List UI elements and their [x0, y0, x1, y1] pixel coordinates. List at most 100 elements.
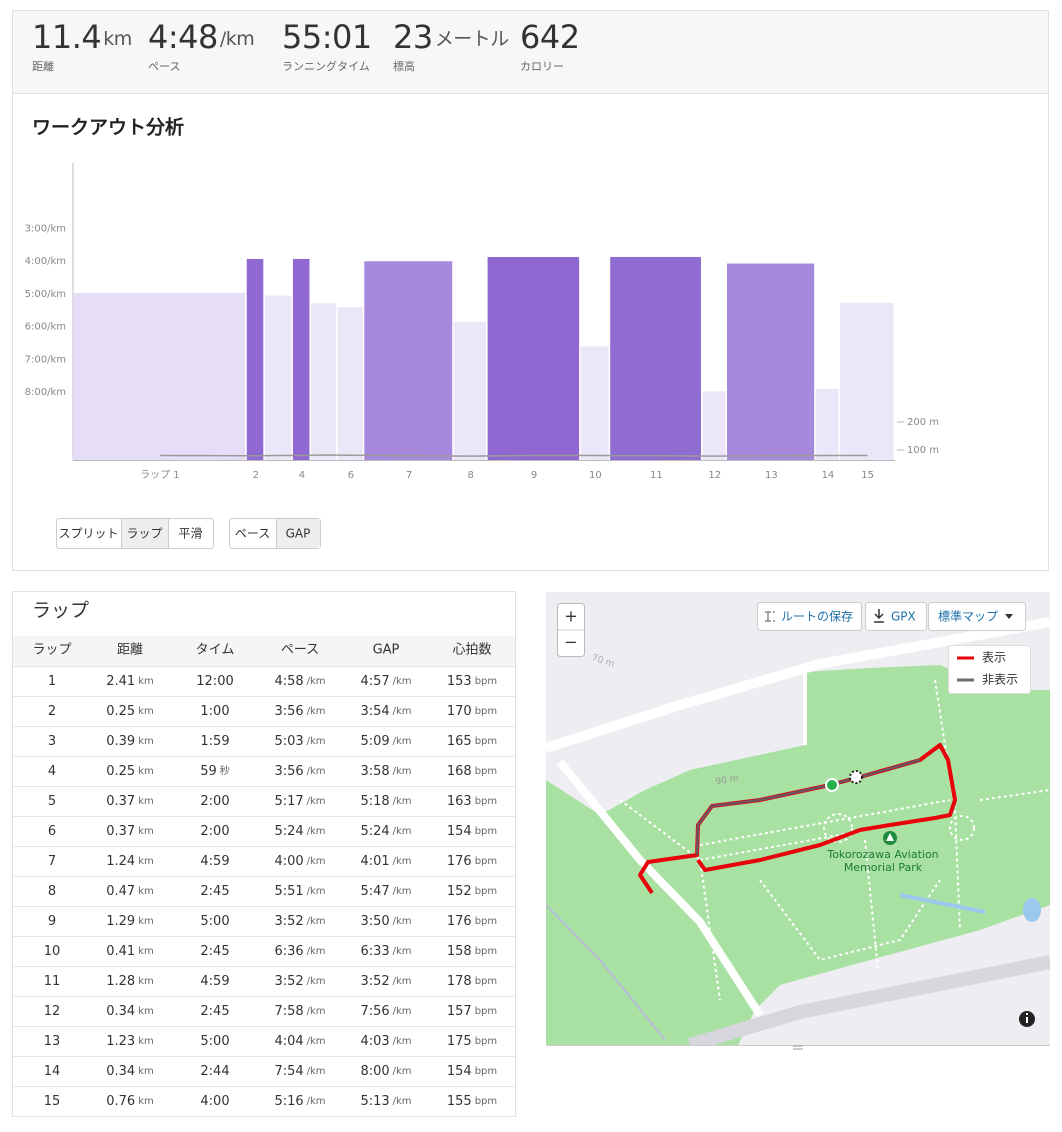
toggle-button[interactable]: 平滑: [178, 527, 202, 541]
cell-unit: bpm: [475, 736, 497, 747]
cell-value: 5:17: [274, 794, 303, 809]
cell-value: 10: [44, 944, 61, 959]
table-cell: 2:00: [200, 794, 229, 809]
gpx-label[interactable]: GPX: [891, 610, 916, 624]
table-cell: 4:00/km: [274, 854, 325, 869]
cell-value: 3:56: [274, 704, 303, 719]
table-cell: 0.25 km: [106, 764, 154, 779]
cell-value: 5:03: [274, 734, 303, 749]
cell-value: 1:59: [200, 734, 229, 749]
toggle-button[interactable]: スプリット: [58, 527, 118, 541]
cell-value: 5:00: [200, 914, 229, 929]
cell-value: 0.39: [106, 734, 135, 749]
table-cell: 7:58/km: [274, 1004, 325, 1019]
button-selected: [122, 519, 168, 548]
laps-title: ラップ: [32, 600, 89, 622]
x-tick-label: 8: [467, 470, 473, 481]
stat: 642: [520, 18, 580, 56]
table-cell: 1.23 km: [106, 1034, 154, 1049]
cell-value: 154: [447, 824, 472, 839]
save-route-label[interactable]: ルートの保存: [781, 610, 853, 624]
cell-value: 59: [200, 764, 217, 779]
stat-value: 4:48: [148, 18, 218, 56]
table-cell: 176 bpm: [447, 914, 497, 929]
y2-tick-label: 100 m: [907, 445, 939, 456]
table-cell: 7: [48, 854, 56, 869]
table-cell: 3:58/km: [360, 764, 411, 779]
cell-value: 5:00: [200, 1034, 229, 1049]
table-cell: 152 bpm: [447, 884, 497, 899]
toggle-button[interactable]: GAP: [286, 527, 311, 541]
map-type-button[interactable]: [928, 602, 1026, 631]
stat-label: カロリー: [520, 60, 564, 73]
table-cell: 5:00: [200, 1034, 229, 1049]
table-cell: 0.39 km: [106, 734, 154, 749]
toggle-button[interactable]: ペース: [235, 527, 270, 541]
table-cell: 163 bpm: [447, 794, 497, 809]
cell-value: 153: [447, 674, 472, 689]
stat: 4:48/km: [148, 18, 254, 56]
route-icon: [765, 611, 775, 622]
legend-label: 表示: [982, 651, 1006, 665]
resize-handle[interactable]: [793, 1045, 803, 1050]
cell-unit: /km: [307, 1036, 326, 1047]
table-cell: 3:50/km: [360, 914, 411, 929]
finish-marker: [849, 770, 863, 784]
cell-value: 5:13: [360, 1094, 389, 1109]
path: [864, 839, 879, 971]
table-cell: 4:58/km: [274, 674, 325, 689]
cell-value: 0.37: [106, 794, 135, 809]
cell-unit: /km: [393, 736, 412, 747]
cell-unit: /km: [393, 916, 412, 927]
analysis-title: ワークアウト分析: [32, 116, 184, 139]
gpx-button[interactable]: [865, 602, 927, 631]
table-cell: 2:45: [200, 884, 229, 899]
table-header: GAP: [373, 643, 400, 658]
table-cell: 2.41 km: [106, 674, 154, 689]
table-cell: 1.28 km: [106, 974, 154, 989]
cell-value: 2:45: [200, 1004, 229, 1019]
cell-unit: /km: [393, 826, 412, 837]
cell-value: 155: [447, 1094, 472, 1109]
map-type-label[interactable]: 標準マップ: [938, 609, 998, 624]
cell-value: 0.76: [106, 1094, 135, 1109]
table-cell: 14: [44, 1064, 61, 1079]
park-icon-tree: [886, 833, 894, 841]
table-cell: 6: [48, 824, 56, 839]
stat: 55:01: [282, 18, 372, 56]
table-cell: 170 bpm: [447, 704, 497, 719]
stat-label: ランニングタイム: [282, 59, 370, 73]
stat-unit: /km: [220, 28, 254, 50]
bar: [246, 258, 264, 460]
table-header: ラップ: [32, 643, 71, 658]
cell-unit: bpm: [475, 976, 497, 987]
table-cell: 5:03/km: [274, 734, 325, 749]
cell-value: 4:57: [360, 674, 389, 689]
cell-unit: /km: [307, 1066, 326, 1077]
cell-value: 4:58: [274, 674, 303, 689]
cell-unit: km: [138, 676, 154, 687]
stat-label: 距離: [32, 59, 54, 73]
cell-unit: /km: [393, 1036, 412, 1047]
contour-label: 90 m: [715, 774, 739, 788]
cell-unit: /km: [307, 736, 326, 747]
cell-value: 2:44: [200, 1064, 229, 1079]
table-cell: 3:52/km: [274, 974, 325, 989]
save-route-button[interactable]: [757, 602, 862, 631]
cell-unit: /km: [393, 976, 412, 987]
zoom-out[interactable]: −: [564, 633, 577, 652]
stats-bar: [12, 10, 1049, 94]
toggle-button[interactable]: ラップ: [126, 527, 162, 541]
cell-value: 4:03: [360, 1034, 389, 1049]
river: [899, 893, 986, 914]
cell-value: 7:58: [274, 1004, 303, 1019]
map[interactable]: Tokorozawa Aviation Memorial Park 70 m 9…: [546, 592, 1050, 1045]
cell-unit: bpm: [475, 826, 497, 837]
table-cell: 157 bpm: [447, 1004, 497, 1019]
table-cell: 168 bpm: [447, 764, 497, 779]
y-tick-label: 4:00/km: [25, 256, 66, 267]
zoom-in[interactable]: +: [564, 607, 577, 626]
table-cell: 2:45: [200, 944, 229, 959]
